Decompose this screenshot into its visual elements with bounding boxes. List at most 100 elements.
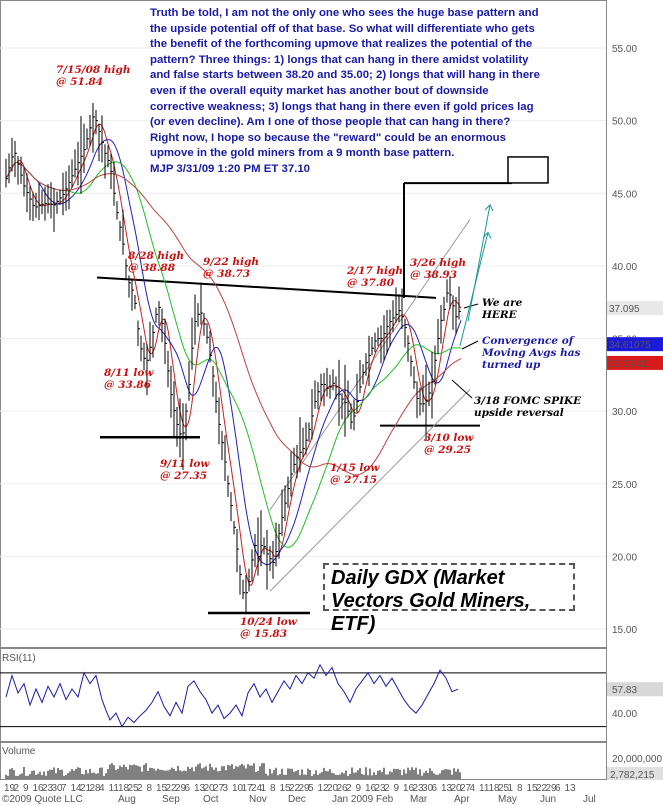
ma-mid-tag-bg (607, 337, 663, 352)
annotation-here: We are (482, 297, 523, 309)
price-axis: 15.0020.0025.0030.0035.0040.0045.0050.00… (607, 44, 663, 636)
x-tick-label: 29 (299, 783, 311, 794)
projection-arrow-1-head (482, 231, 492, 239)
y-tick-label: 30.00 (612, 407, 637, 418)
x-tick-label: 13 (441, 783, 453, 794)
y-tick-label: 50.00 (612, 117, 637, 128)
x-tick-label: 16 (403, 783, 415, 794)
y-tick-label: 55.00 (612, 44, 637, 55)
x-month-label: Jan 2009 (332, 794, 374, 805)
x-tick-label: 15 (280, 783, 292, 794)
x-tick-label: 22 (536, 783, 548, 794)
annotation-high-0217: 2/17 high (346, 265, 403, 277)
annotation-low-0115: 1/15 low (330, 462, 380, 474)
annotation-high-0326: 3/26 high (410, 257, 466, 269)
x-tick-label: 2 (384, 783, 390, 794)
x-tick-label: 20 (204, 783, 216, 794)
last-price-tag: 37.095 (609, 304, 640, 315)
ma-long-tag: 33.32411 (609, 359, 650, 370)
x-tick-label: 6 (555, 783, 561, 794)
annotation-low-0115: @ 27.15 (330, 474, 377, 486)
annotation-high-0715: 7/15/08 high (56, 64, 130, 76)
x-tick-label: 9 (356, 783, 362, 794)
arrow-fomc (451, 379, 473, 399)
trend-lines (96, 156, 549, 615)
volume-y-tick: 20,000,000 (612, 754, 662, 765)
annotation-low-0811: @ 33.86 (104, 379, 152, 391)
x-tick-label: 23 (42, 783, 54, 794)
x-tick-label: 8 (147, 783, 153, 794)
x-tick-label: 25 (498, 783, 510, 794)
rsi-panel-frame (0, 648, 607, 742)
x-tick-label: 18 (489, 783, 501, 794)
volume-value-tag: 2,782,215 (610, 770, 655, 781)
x-tick-label: 11 (479, 783, 490, 794)
x-tick-label: 26 (337, 783, 349, 794)
x-tick-label: 9 (394, 783, 400, 794)
annotation-low-0911: @ 27.35 (160, 470, 207, 482)
annotation-low-0310: 3/10 low (424, 432, 474, 444)
x-tick-label: 20 (451, 783, 463, 794)
x-month-label: Mar (410, 794, 428, 805)
x-tick-label: 18 (118, 783, 130, 794)
y-tick-label: 20.00 (612, 552, 637, 563)
ma-mid-tag: 34.61075 (609, 340, 651, 351)
commentary-text: Truth be told, I am not the only one who… (150, 7, 540, 175)
x-tick-label: 13 (194, 783, 206, 794)
projection-arrow-2 (467, 204, 491, 322)
x-tick-label: 7 (61, 783, 67, 794)
rsi-title: RSI(11) (2, 653, 36, 664)
ma-long-line (5, 161, 462, 476)
x-tick-label: 4 (470, 783, 476, 794)
y-tick-label: 40.00 (612, 262, 637, 273)
price-panel-frame (0, 0, 607, 648)
x-month-label: Dec (288, 794, 306, 805)
ma-green-line (5, 161, 462, 548)
annotations: 7/15/08 high@ 51.84 8/28 high@ 38.88 8/11 … (56, 64, 582, 640)
x-tick-label: 2 (346, 783, 352, 794)
x-tick-label: 16 (365, 783, 377, 794)
x-month-label: Aug (118, 794, 136, 805)
annotation-low-0911: 9/11 low (160, 458, 210, 470)
neckline (96, 276, 437, 299)
volume-title: Volume (2, 746, 36, 757)
rsi-value-tag: 57.83 (612, 685, 637, 696)
annotation-high-0828: 8/28 high (128, 250, 184, 262)
x-tick-label: 27 (213, 783, 225, 794)
x-tick-label: 30 (422, 783, 434, 794)
rsi-line (5, 663, 459, 728)
annotation-low-1024: 10/24 low (240, 616, 298, 628)
x-tick-label: 3 (223, 783, 229, 794)
volume-panel: Volume 20,000,000 2,782,215 (2, 746, 663, 781)
x-tick-label: 1 (261, 783, 267, 794)
ma-short-line (5, 123, 462, 586)
x-tick-label: 14 (71, 783, 83, 794)
x-tick-label: 22 (289, 783, 301, 794)
x-tick-label: 11 (109, 783, 120, 794)
target-box (507, 156, 549, 184)
annotation-high-0922: @ 38.73 (203, 268, 250, 280)
ma-mid-line (5, 139, 462, 566)
x-tick-label: 17 (242, 783, 254, 794)
x-tick-label: 15 (156, 783, 168, 794)
annotation-low-0811: 8/11 low (104, 367, 154, 379)
x-month-label: Feb (376, 794, 394, 805)
annotation-convergence: turned up (482, 359, 541, 371)
x-tick-label: 16 (33, 783, 45, 794)
annotation-convergence: Convergence of (482, 335, 576, 347)
x-month-label: Nov (249, 794, 267, 805)
x-tick-label: 13 (565, 783, 577, 794)
annotation-low-0310: @ 29.25 (424, 444, 471, 456)
x-tick-label: 2 (137, 783, 143, 794)
annotation-high-0715: @ 51.84 (56, 76, 103, 88)
x-tick-label: 10 (232, 783, 244, 794)
x-tick-label: 21 (80, 783, 92, 794)
x-tick-label: 6 (185, 783, 191, 794)
x-tick-label: 8 (517, 783, 523, 794)
y-tick-label: 45.00 (612, 189, 637, 200)
price-grid (0, 47, 606, 630)
x-tick-label: 15 (527, 783, 539, 794)
